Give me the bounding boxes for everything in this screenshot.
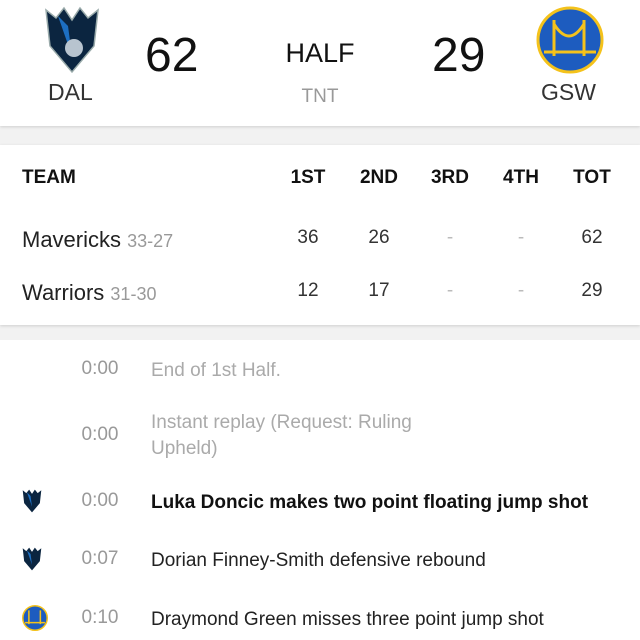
q2: 17	[368, 280, 390, 301]
col-3rd: 3RD	[430, 167, 469, 188]
play-description: Draymond Green misses three point jump s…	[151, 609, 544, 630]
play-time: 0:10	[81, 607, 119, 628]
q2: 26	[368, 227, 390, 248]
team-label: Warriors	[22, 280, 105, 305]
team-record: 31-30	[110, 284, 157, 304]
away-abbr: GSW	[541, 79, 596, 105]
mavericks-logo-icon[interactable]	[44, 6, 100, 74]
team-name: Warriors 31-30	[22, 280, 156, 306]
play-description: Luka Doncic makes two point floating jum…	[151, 492, 589, 513]
table-row: Warriors 31-30 12 17 - - 29	[0, 280, 640, 310]
q1: 36	[297, 227, 319, 248]
q4: -	[517, 280, 525, 301]
play-description: Dorian Finney-Smith defensive rebound	[151, 550, 486, 571]
away-score: 29	[432, 29, 486, 82]
col-2nd: 2ND	[359, 167, 398, 188]
q3: -	[446, 280, 454, 301]
play-time: 0:00	[81, 490, 119, 511]
play-description: Instant replay (Request: Ruling Upheld)	[151, 412, 412, 459]
q4: -	[517, 227, 525, 248]
scoreboard-header: DAL 62 HALF TNT 29 GSW	[0, 0, 640, 126]
home-abbr: DAL	[48, 79, 93, 105]
team-name: Mavericks 33-27	[22, 227, 173, 253]
team-record: 33-27	[127, 231, 174, 251]
home-score: 62	[145, 29, 199, 82]
col-team: TEAM	[22, 167, 76, 188]
boxscore-table: TEAM 1ST 2ND 3RD 4TH TOT Mavericks 33-27…	[0, 145, 640, 325]
tv-network: TNT	[301, 86, 339, 107]
col-4th: 4TH	[503, 167, 539, 188]
warriors-logo-icon[interactable]	[536, 6, 604, 74]
play-time: 0:00	[81, 358, 119, 379]
play-time: 0:00	[81, 424, 119, 445]
total: 62	[581, 227, 603, 248]
q1: 12	[297, 280, 319, 301]
play-description: End of 1st Half.	[151, 360, 281, 381]
mavericks-logo-icon	[22, 547, 42, 571]
mavericks-logo-icon	[22, 489, 42, 513]
team-label: Mavericks	[22, 227, 122, 252]
total: 29	[581, 280, 603, 301]
col-tot: TOT	[573, 167, 611, 188]
col-1st: 1ST	[290, 167, 326, 188]
play-by-play-list: 0:00 End of 1st Half. 0:00 Instant repla…	[0, 340, 640, 640]
warriors-logo-icon	[22, 605, 48, 631]
q3: -	[446, 227, 454, 248]
table-row: Mavericks 33-27 36 26 - - 62	[0, 227, 640, 257]
play-time: 0:07	[81, 548, 119, 569]
game-status: HALF	[285, 38, 355, 68]
